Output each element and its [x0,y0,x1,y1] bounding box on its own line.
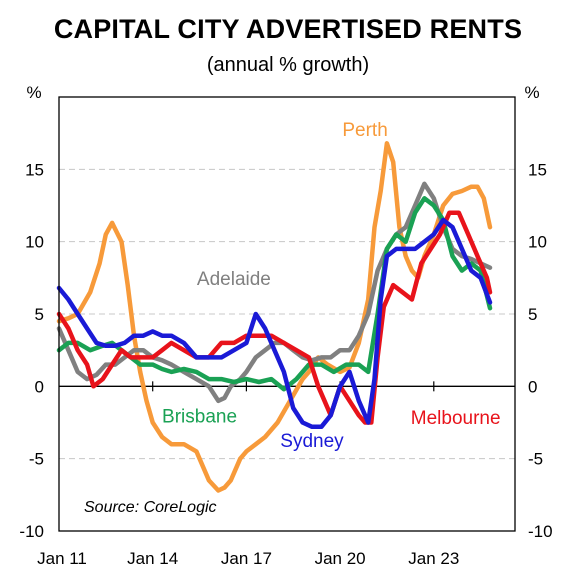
series-line-melbourne [56,210,493,425]
series-label-brisbane: Brisbane [162,407,237,428]
series-line-sydney [56,217,493,430]
y-tick-label-right: -10 [528,522,553,541]
axis-layer: -10 -10 -5 -5 0 0 5 5 10 10 15 15 Jan 11 Jan 14 Jan 17… [19,160,552,568]
y-tick-label-right: 15 [528,160,547,179]
series-line-adelaide [56,181,493,404]
x-tick-label: Jan 20 [315,549,366,568]
y-unit-left: % [26,83,41,102]
series-label-adelaide: Adelaide [197,269,271,290]
y-tick-label-left: -5 [29,450,44,469]
y-tick-label-left: 10 [25,233,44,252]
source-note: Source: CoreLogic [84,499,217,516]
x-tick-label: Jan 17 [221,549,272,568]
chart-subtitle: (annual % growth) [206,54,370,76]
series-line-perth [56,141,493,493]
y-tick-label-left: 0 [35,377,44,396]
y-tick-label-right: 5 [528,305,537,324]
y-tick-label-right: 10 [528,233,547,252]
y-tick-label-left: -10 [19,522,44,541]
y-unit-right: % [524,83,539,102]
y-tick-label-right: 0 [528,377,537,396]
chart-title: CAPITAL CITY ADVERTISED RENTS [53,14,523,44]
label-layer: Perth Adelaide Brisbane Sydney Melbourne [162,120,501,452]
series-label-perth: Perth [342,120,387,141]
y-tick-label-left: 5 [35,305,44,324]
series-label-sydney: Sydney [280,431,344,452]
series-label-melbourne: Melbourne [411,408,501,429]
y-tick-label-left: 15 [25,160,44,179]
x-tick-label: Jan 14 [127,549,178,568]
y-tick-label-right: -5 [528,450,543,469]
x-tick-label: Jan 23 [408,549,459,568]
x-tick-label: Jan 11 [37,549,87,568]
series-layer [56,141,493,493]
plot-frame [58,96,516,532]
